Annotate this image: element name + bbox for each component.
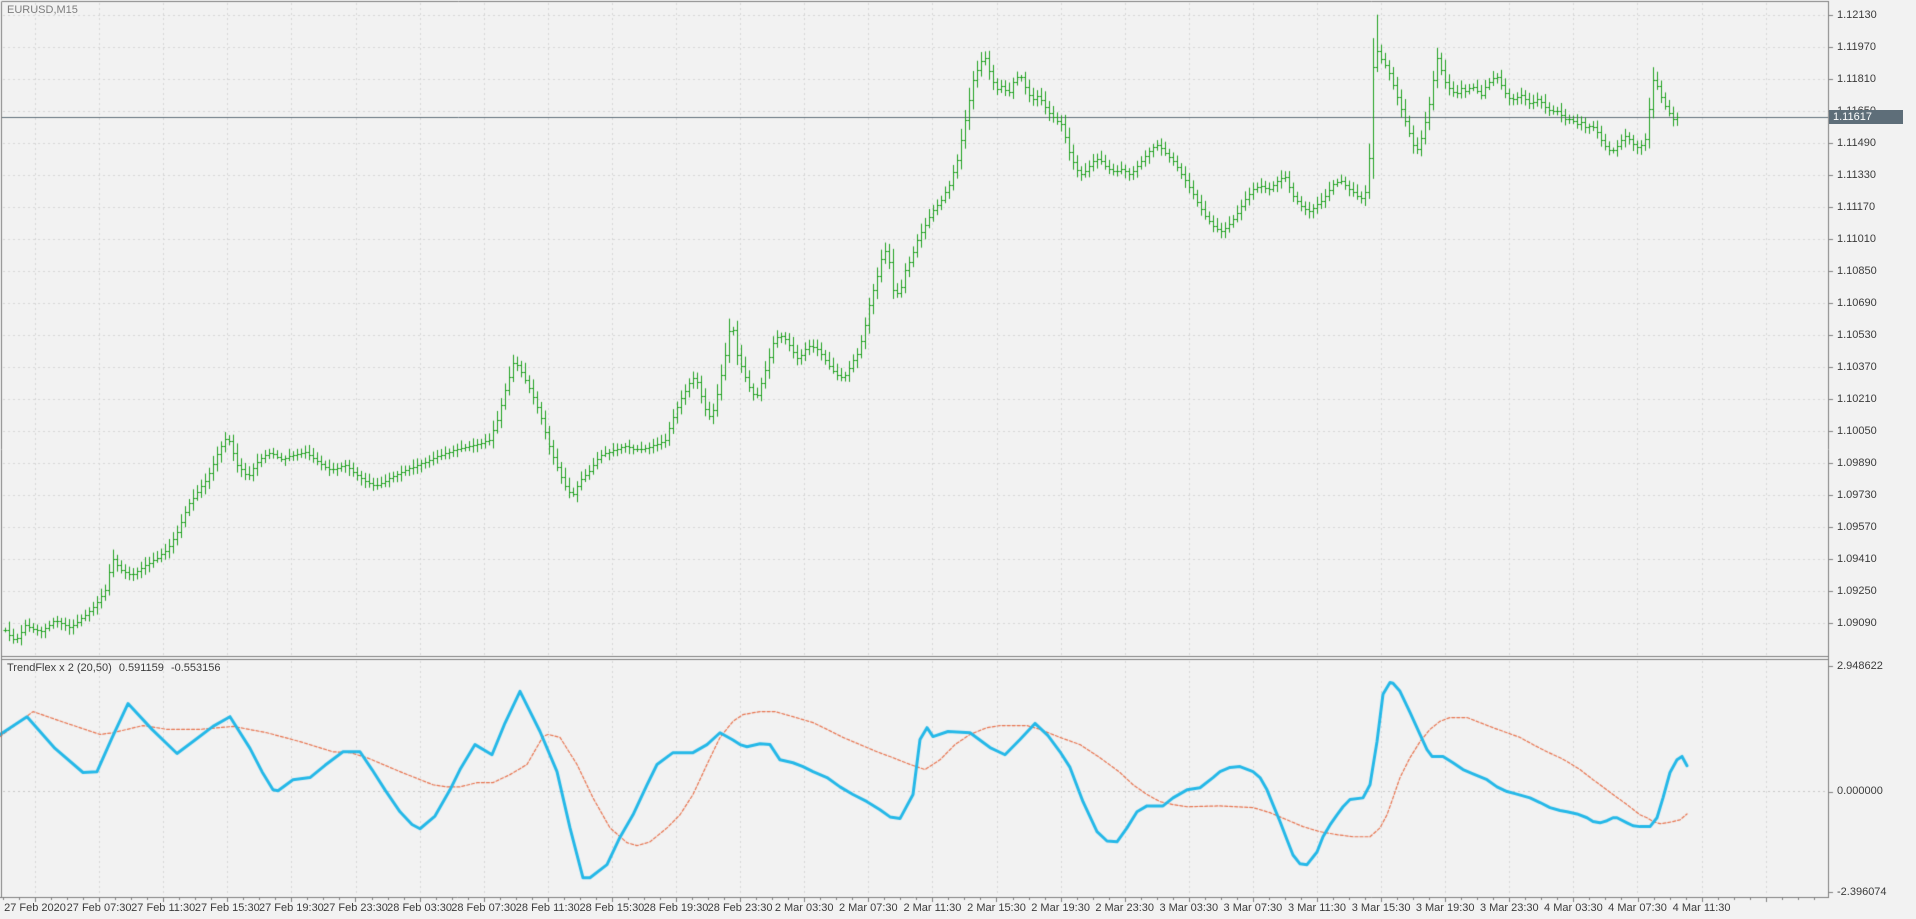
- indicator-label: TrendFlex x 2 (20,50) 0.591159 -0.553156: [7, 662, 225, 674]
- time-tick-label: 3 Mar 03:30: [1159, 902, 1219, 914]
- time-tick-label: 2 Mar 19:30: [1031, 902, 1090, 914]
- indicator-tick-label: 0.000000: [1837, 784, 1883, 797]
- time-tick-label: 27 Feb 19:30: [258, 902, 324, 914]
- price-tick-label: 1.11170: [1837, 200, 1876, 213]
- price-tick-label: 1.09570: [1837, 520, 1877, 533]
- time-tick-label: 27 Feb 11:30: [131, 902, 196, 914]
- price-tick-label: 1.10210: [1837, 392, 1877, 405]
- time-tick-label: 3 Mar 19:30: [1415, 902, 1475, 914]
- time-tick-label: 28 Feb 11:30: [515, 902, 580, 914]
- current-price-badge: 1.11617: [1829, 110, 1903, 125]
- main-price-pane[interactable]: [2, 2, 1828, 656]
- time-tick-label: 27 Feb 23:30: [323, 902, 388, 914]
- indicator-pane[interactable]: [2, 660, 1828, 897]
- time-tick-label: 3 Mar 23:30: [1479, 902, 1539, 914]
- price-tick-label: 1.11810: [1837, 72, 1876, 85]
- time-tick-label: 28 Feb 15:30: [579, 902, 645, 914]
- price-tick-label: 1.09090: [1837, 616, 1877, 629]
- indicator-name: TrendFlex x 2 (20,50): [7, 662, 112, 674]
- price-tick-label: 1.11970: [1837, 40, 1876, 53]
- price-tick-label: 1.09890: [1837, 456, 1877, 469]
- time-tick-label: 28 Feb 19:30: [643, 902, 709, 914]
- price-tick-label: 1.10530: [1837, 328, 1877, 341]
- time-tick-label: 27 Feb 07:30: [66, 902, 132, 914]
- price-tick-label: 1.11010: [1837, 232, 1876, 245]
- time-tick-label: 3 Mar 11:30: [1288, 902, 1346, 914]
- time-tick-label: 27 Feb 2020: [4, 902, 66, 914]
- indicator-tick-label: -2.396074: [1837, 886, 1887, 898]
- time-tick-label: 3 Mar 07:30: [1223, 902, 1283, 914]
- price-tick-label: 1.10690: [1837, 296, 1877, 309]
- time-tick-label: 2 Mar 03:30: [774, 902, 834, 914]
- time-tick-label: 4 Mar 07:30: [1608, 902, 1667, 914]
- time-tick-label: 27 Feb 15:30: [194, 902, 260, 914]
- symbol-period-label: EURUSD,M15: [7, 4, 78, 16]
- price-tick-label: 1.10850: [1837, 264, 1877, 277]
- time-tick-label: 4 Mar 03:30: [1544, 902, 1603, 914]
- price-tick-label: 1.11490: [1837, 136, 1876, 149]
- time-tick-label: 28 Feb 07:30: [451, 902, 517, 914]
- time-tick-label: 3 Mar 15:30: [1351, 902, 1411, 914]
- indicator-fast-value: 0.591159: [118, 662, 164, 674]
- time-axis[interactable]: 27 Feb 2020 27 Feb 07:30 27 Feb 11:30 27 Fe…: [0, 898, 1916, 919]
- price-tick-label: 1.09730: [1837, 488, 1877, 501]
- time-tick-label: 4 Mar 11:30: [1672, 902, 1731, 914]
- indicator-tick-label: 2.948622: [1837, 660, 1883, 672]
- price-tick-label: 1.10370: [1837, 360, 1877, 373]
- price-tick-label: 1.09410: [1837, 552, 1877, 565]
- price-tick-label: 1.12130: [1837, 8, 1877, 21]
- price-axis[interactable]: 1.121301.119701.118101.116501.114901.113…: [1829, 0, 1916, 898]
- time-tick-label: 2 Mar 11:30: [903, 902, 962, 914]
- time-tick-label: 2 Mar 23:30: [1095, 902, 1155, 914]
- price-tick-label: 1.09250: [1837, 584, 1877, 597]
- time-tick-label: 28 Feb 23:30: [707, 902, 773, 914]
- price-tick-label: 1.10050: [1837, 424, 1877, 437]
- time-tick-label: 28 Feb 03:30: [387, 902, 453, 914]
- time-tick-label: 2 Mar 15:30: [967, 902, 1026, 914]
- time-tick-label: 2 Mar 07:30: [838, 902, 898, 914]
- indicator-slow-value: -0.553156: [170, 662, 221, 674]
- price-tick-label: 1.11330: [1837, 168, 1876, 181]
